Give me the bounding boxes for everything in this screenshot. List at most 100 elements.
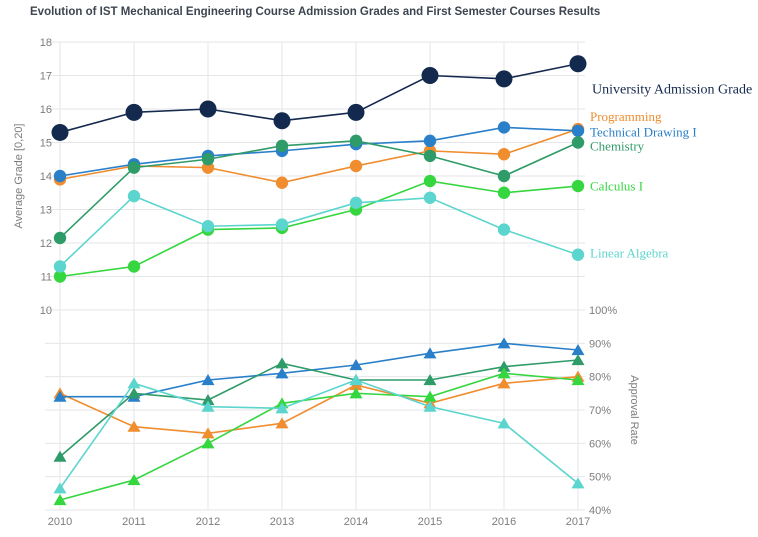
- data-point-university-admission-grade[interactable]: [495, 70, 513, 88]
- data-point-technical-drawing-i[interactable]: [201, 374, 215, 386]
- series-label-programming: Programming: [590, 109, 662, 124]
- data-point-technical-drawing-i[interactable]: [497, 337, 511, 349]
- data-point-university-admission-grade[interactable]: [421, 67, 439, 84]
- data-point-chemistry[interactable]: [571, 354, 585, 366]
- x-axis-tick-label: 2017: [566, 516, 590, 528]
- rate-axis-tick-label: 60%: [589, 438, 611, 450]
- left-axis-title: Average Grade [0,20]: [13, 124, 25, 229]
- data-point-calculus-i[interactable]: [571, 374, 585, 386]
- series-label-calculus-i: Calculus I: [590, 179, 643, 194]
- grade-axis-tick-label: 13: [40, 205, 52, 217]
- data-point-linear-algebra[interactable]: [423, 400, 437, 412]
- data-point-technical-drawing-i[interactable]: [275, 367, 289, 379]
- data-point-linear-algebra[interactable]: [201, 220, 215, 233]
- data-point-linear-algebra[interactable]: [349, 374, 363, 386]
- grade-axis-tick-label: 10: [40, 305, 52, 317]
- data-point-linear-algebra[interactable]: [571, 477, 585, 489]
- data-point-chemistry[interactable]: [571, 136, 585, 149]
- data-point-chemistry[interactable]: [127, 387, 141, 399]
- rate-axis-tick-label: 100%: [589, 305, 617, 317]
- right-axis-title: Approval Rate: [628, 375, 640, 445]
- data-point-programming[interactable]: [127, 420, 141, 432]
- gridlines: [45, 41, 585, 511]
- data-point-technical-drawing-i[interactable]: [53, 169, 67, 183]
- data-point-calculus-i[interactable]: [571, 179, 585, 193]
- data-point-chemistry[interactable]: [423, 149, 437, 163]
- axis-tick-labels: 2010 2011 2012 2013 2014 2015 2016 2017 18 17 16 15…: [40, 37, 618, 528]
- data-point-chemistry[interactable]: [275, 139, 289, 153]
- data-point-chemistry[interactable]: [201, 394, 215, 406]
- data-point-linear-algebra[interactable]: [275, 218, 289, 231]
- data-point-chemistry[interactable]: [275, 357, 289, 369]
- data-point-chemistry[interactable]: [53, 450, 67, 462]
- data-point-linear-algebra[interactable]: [53, 260, 67, 273]
- data-point-technical-drawing-i[interactable]: [423, 134, 437, 148]
- grade-axis-tick-label: 12: [40, 238, 52, 250]
- data-point-university-admission-grade[interactable]: [51, 123, 69, 141]
- data-point-calculus-i[interactable]: [127, 474, 141, 486]
- x-axis-tick-label: 2010: [48, 516, 72, 528]
- data-point-technical-drawing-i[interactable]: [53, 390, 67, 402]
- data-point-technical-drawing-i[interactable]: [571, 344, 585, 356]
- data-point-calculus-i[interactable]: [423, 174, 437, 188]
- data-point-calculus-i[interactable]: [53, 494, 67, 506]
- data-point-linear-algebra[interactable]: [201, 400, 215, 412]
- series-line-linear-algebra: [59, 195, 579, 268]
- data-point-linear-algebra[interactable]: [349, 196, 363, 209]
- data-point-linear-algebra[interactable]: [53, 482, 67, 494]
- data-point-linear-algebra[interactable]: [127, 189, 141, 203]
- data-point-university-admission-grade[interactable]: [273, 112, 291, 130]
- data-point-university-admission-grade[interactable]: [125, 103, 143, 121]
- rate-axis-tick-label: 50%: [589, 472, 611, 484]
- data-point-technical-drawing-i[interactable]: [497, 121, 511, 134]
- data-point-linear-algebra[interactable]: [127, 377, 141, 389]
- grade-axis-tick-label: 11: [41, 272, 52, 284]
- data-point-programming[interactable]: [497, 148, 511, 161]
- data-point-university-admission-grade[interactable]: [347, 103, 365, 121]
- data-point-linear-algebra[interactable]: [275, 402, 289, 414]
- rate-axis-tick-label: 80%: [589, 372, 611, 384]
- series-line-university-admission-grade: [59, 62, 579, 134]
- grade-axis-tick-label: 14: [40, 171, 52, 183]
- data-point-chemistry[interactable]: [497, 360, 511, 372]
- data-point-calculus-i[interactable]: [127, 260, 141, 273]
- data-point-chemistry[interactable]: [349, 134, 363, 148]
- data-point-calculus-i[interactable]: [497, 186, 511, 199]
- data-point-calculus-i[interactable]: [423, 390, 437, 402]
- data-point-university-admission-grade[interactable]: [199, 100, 217, 118]
- data-point-programming[interactable]: [349, 159, 363, 173]
- data-point-programming[interactable]: [275, 176, 289, 189]
- data-point-technical-drawing-i[interactable]: [571, 124, 585, 137]
- data-point-university-admission-grade[interactable]: [569, 55, 587, 73]
- data-point-technical-drawing-i[interactable]: [423, 347, 437, 359]
- series-label-linear-algebra: Linear Algebra: [590, 246, 669, 261]
- data-point-technical-drawing-i[interactable]: [349, 359, 363, 371]
- data-point-chemistry[interactable]: [497, 169, 511, 183]
- x-axis-tick-label: 2014: [344, 516, 368, 528]
- data-point-linear-algebra[interactable]: [497, 417, 511, 429]
- data-point-linear-algebra[interactable]: [423, 191, 437, 204]
- data-point-chemistry[interactable]: [53, 231, 67, 245]
- data-point-linear-algebra[interactable]: [497, 223, 511, 236]
- chart-title: Evolution of IST Mechanical Engineering …: [30, 6, 601, 18]
- data-point-calculus-i[interactable]: [349, 387, 363, 399]
- data-point-linear-algebra[interactable]: [571, 248, 585, 261]
- series-line-calculus-i: [59, 372, 579, 501]
- data-point-chemistry[interactable]: [127, 161, 141, 174]
- data-point-programming[interactable]: [275, 417, 289, 429]
- data-point-calculus-i[interactable]: [53, 270, 67, 283]
- x-axis-tick-label: 2012: [196, 516, 220, 528]
- data-point-chemistry[interactable]: [201, 153, 215, 166]
- series-layer: [51, 55, 587, 506]
- data-point-calculus-i[interactable]: [201, 437, 215, 449]
- data-point-calculus-i[interactable]: [497, 367, 511, 379]
- series-label-university-admission-grade: University Admission Grade: [592, 82, 752, 97]
- data-point-programming[interactable]: [497, 377, 511, 389]
- data-point-chemistry[interactable]: [423, 374, 437, 386]
- x-axis-tick-label: 2016: [492, 516, 516, 528]
- series-line-chemistry: [59, 140, 579, 239]
- data-point-programming[interactable]: [201, 427, 215, 439]
- rate-axis-tick-label: 70%: [589, 405, 611, 417]
- series-labels-layer: University Admission Grade ProgrammingTec…: [590, 82, 752, 260]
